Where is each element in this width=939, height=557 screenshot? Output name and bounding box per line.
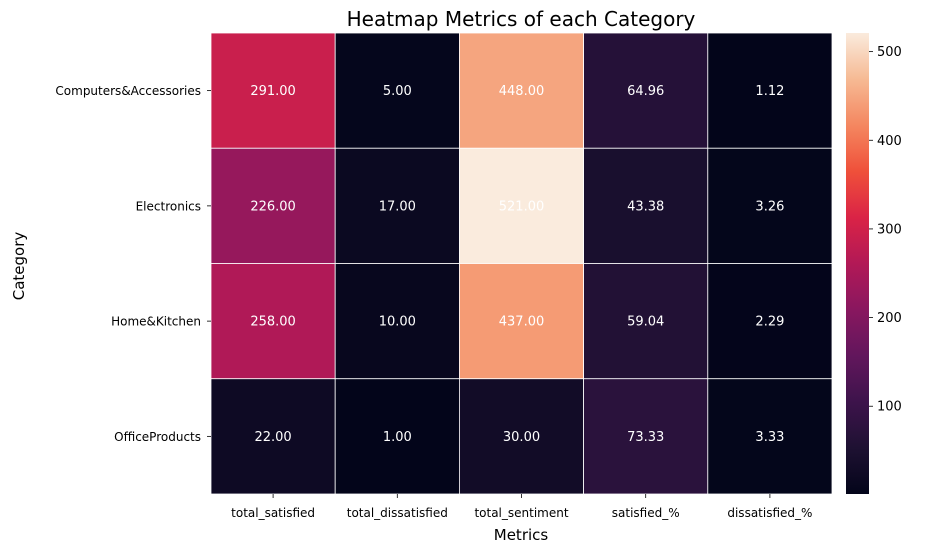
y-tick-label: Electronics — [136, 199, 201, 213]
cell-annotation: 73.33 — [627, 430, 664, 445]
chart-title: Heatmap Metrics of each Category — [347, 7, 696, 31]
heatmap-cell — [458, 378, 584, 495]
colorbar-gradient — [846, 33, 869, 494]
x-tick-label: dissatisfied_% — [727, 506, 812, 520]
y-axis-title: Category — [10, 232, 28, 301]
heatmap-cell — [707, 147, 833, 264]
colorbar-tick-label: 100 — [877, 400, 902, 415]
cell-annotation: 59.04 — [627, 315, 664, 330]
heatmap-cells — [210, 32, 833, 495]
y-tick-label: Computers&Accessories — [55, 84, 201, 98]
heatmap-cell — [334, 378, 460, 495]
heatmap-cell — [707, 378, 833, 495]
x-axis-title: Metrics — [494, 526, 549, 544]
cell-annotation: 3.26 — [755, 199, 784, 214]
heatmap-cell — [583, 32, 709, 149]
cell-annotation: 10.00 — [379, 315, 416, 330]
heatmap-cell — [210, 147, 336, 264]
cell-annotation: 1.12 — [755, 84, 784, 99]
heatmap-cell — [583, 263, 709, 380]
y-tick-labels: Computers&Accessories Electronics Home&Kit… — [55, 84, 211, 444]
x-tick-label: total_dissatisfied — [347, 506, 448, 520]
cell-annotation: 64.96 — [627, 84, 664, 99]
x-tick-label: total_satisfied — [231, 506, 315, 520]
heatmap-cell — [707, 263, 833, 380]
cell-annotation: 448.00 — [499, 84, 545, 99]
heatmap-cell — [458, 263, 584, 380]
heatmap-cell — [583, 378, 709, 495]
cell-annotation: 2.29 — [755, 315, 784, 330]
cell-annotation: 258.00 — [250, 315, 296, 330]
y-tick-label: Home&Kitchen — [111, 315, 201, 329]
cell-annotation: 43.38 — [627, 199, 664, 214]
heatmap-cell — [334, 263, 460, 380]
cell-annotation: 17.00 — [379, 199, 416, 214]
heatmap-cell — [458, 147, 584, 264]
cell-annotation: 521.00 — [499, 199, 545, 214]
colorbar-tick-label: 500 — [877, 45, 902, 60]
colorbar: 100 200 300 400 500 — [846, 33, 902, 494]
cell-annotation: 5.00 — [383, 84, 412, 99]
cell-annotation: 30.00 — [503, 430, 540, 445]
x-tick-labels: total_satisfied total_dissatisfied total_s… — [231, 494, 812, 520]
heatmap-cell — [334, 32, 460, 149]
cell-annotation: 3.33 — [755, 430, 784, 445]
heatmap-cell — [210, 32, 336, 149]
x-tick-label: satisfied_% — [612, 506, 680, 520]
heatmap-cell — [458, 32, 584, 149]
cell-annotation: 1.00 — [383, 430, 412, 445]
colorbar-tick-label: 200 — [877, 311, 902, 326]
cell-annotation: 437.00 — [499, 315, 545, 330]
heatmap-cell — [707, 32, 833, 149]
cell-annotation: 22.00 — [254, 430, 291, 445]
colorbar-tick-label: 400 — [877, 134, 902, 149]
heatmap-cell — [334, 147, 460, 264]
cell-annotation: 291.00 — [250, 84, 296, 99]
x-tick-label: total_sentiment — [474, 506, 568, 520]
colorbar-tick-label: 300 — [877, 222, 902, 237]
y-tick-label: OfficeProducts — [114, 430, 201, 444]
cell-annotations: 291.00 5.00 448.00 64.96 1.12 226.00 17.00 521.… — [250, 84, 784, 445]
cell-annotation: 226.00 — [250, 199, 296, 214]
